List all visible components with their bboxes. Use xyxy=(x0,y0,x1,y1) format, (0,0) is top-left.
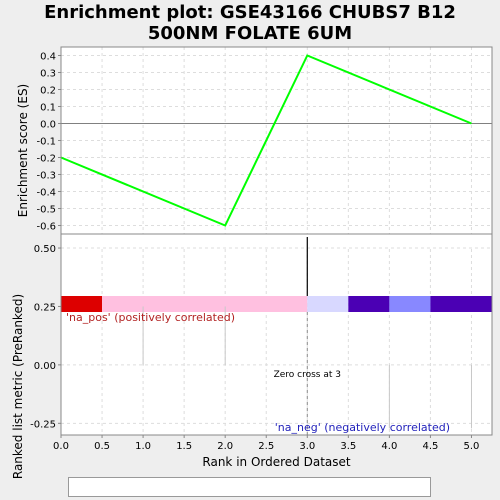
heatmap-band xyxy=(389,296,431,312)
rank-ytick-label: 0.25 xyxy=(34,302,56,313)
xtick-label: 4.5 xyxy=(422,441,438,452)
es-ytick-label: 0.4 xyxy=(40,52,56,63)
rank-panel-border xyxy=(60,233,493,436)
heatmap-band xyxy=(307,296,349,312)
xtick-label: 3.5 xyxy=(340,441,356,452)
heatmap-band xyxy=(348,296,390,312)
positive-correlation-label: 'na_pos' (positively correlated) xyxy=(66,311,235,324)
es-panel-background xyxy=(61,47,492,234)
es-ytick-label: -0.4 xyxy=(36,188,56,199)
rank-ytick-label: 0.00 xyxy=(34,361,56,372)
es-ytick-label: 0.3 xyxy=(40,69,56,80)
es-ytick-label: 0.2 xyxy=(40,86,56,97)
rank-ytick-label: 0.50 xyxy=(34,244,56,255)
es-ytick-label: -0.3 xyxy=(36,171,56,182)
enrichment-profile-line xyxy=(60,54,472,227)
xtick-label: 2.0 xyxy=(217,441,233,452)
chart-title-line-1: Enrichment plot: GSE43166 CHUBS7 B12 xyxy=(44,2,456,23)
xtick-label: 1.5 xyxy=(176,441,192,452)
xtick-label: 2.5 xyxy=(258,441,274,452)
legend xyxy=(68,477,431,497)
es-ytick-label: 0.0 xyxy=(40,120,56,131)
xtick-label: 0.0 xyxy=(53,441,69,452)
es-ytick-label: -0.2 xyxy=(36,154,56,165)
chart-title-line-2: 500NM FOLATE 6UM xyxy=(147,23,353,44)
xtick-label: 5.0 xyxy=(464,441,480,452)
heatmap-band xyxy=(61,296,103,312)
es-ytick-label: -0.1 xyxy=(36,137,56,148)
xtick-label: 3.0 xyxy=(299,441,315,452)
zero-cross-label: Zero cross at 3 xyxy=(274,370,341,380)
negative-correlation-label: 'na_neg' (negatively correlated) xyxy=(275,421,450,434)
rank-ytick-label: -0.25 xyxy=(30,419,56,430)
heatmap-band xyxy=(102,296,308,312)
rank-panel-background xyxy=(61,234,492,435)
x-axis-label: Rank in Ordered Dataset xyxy=(202,455,350,469)
xtick-label: 0.5 xyxy=(94,441,110,452)
heatmap-band xyxy=(430,296,492,312)
es-ytick-label: -0.6 xyxy=(36,222,56,233)
es-ytick-label: 0.1 xyxy=(40,103,56,114)
es-ytick-label: -0.5 xyxy=(36,205,56,216)
es-y-axis-label: Enrichment score (ES) xyxy=(16,84,30,217)
xtick-label: 1.0 xyxy=(135,441,151,452)
xtick-label: 4.0 xyxy=(381,441,397,452)
chart-title: Enrichment plot: GSE43166 CHUBS7 B12 500… xyxy=(0,2,500,44)
rank-y-axis-label: Ranked list metric (PreRanked) xyxy=(11,294,25,479)
